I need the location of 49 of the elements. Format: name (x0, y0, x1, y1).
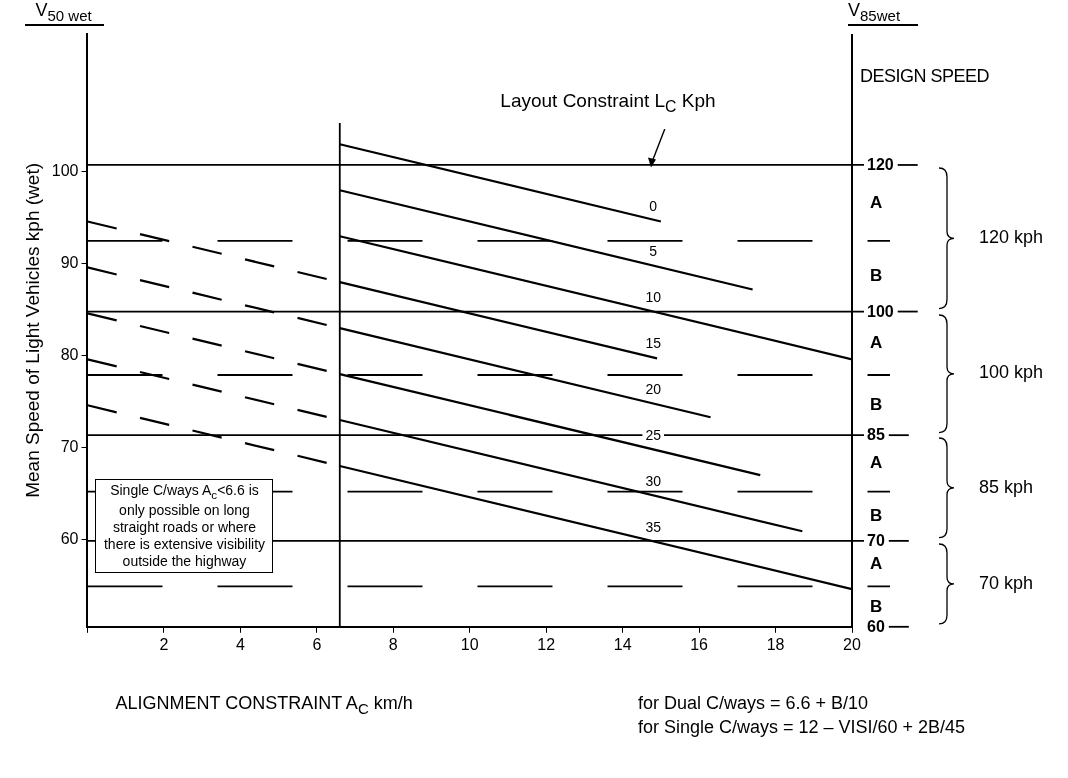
text: 70 kph (979, 572, 1034, 594)
x-axis-title: ALIGNMENT CONSTRAINT A$_{C}$ km/h (115, 692, 413, 717)
text: DESIGN SPEED (860, 66, 990, 87)
text: A (870, 333, 883, 354)
text: 100 kph (979, 362, 1044, 384)
y-tick-label: 90 (60, 254, 79, 272)
x-tick-label: 18 (766, 635, 785, 653)
y-tick-label: 70 (60, 437, 79, 455)
y-tick-label: 60 (60, 529, 79, 547)
text: for Dual C/ways = 6.6 + B/10 (637, 692, 869, 714)
text: B (870, 596, 883, 617)
text: 85 kph (979, 477, 1034, 499)
series-label: 5 (649, 243, 658, 260)
x-tick-label: 2 (159, 635, 169, 653)
text: 85 (867, 425, 885, 446)
legend-title: Layout Constraint L$_{C}$ Kph (500, 90, 716, 117)
x-tick-label: 4 (235, 635, 245, 653)
series-label: 0 (649, 197, 658, 214)
x-tick-label: 14 (613, 635, 632, 653)
series-label: 15 (645, 335, 662, 352)
x-tick-label: 8 (388, 635, 398, 653)
y-tick-label: 100 (51, 162, 79, 180)
text: A (870, 192, 883, 213)
series-label: 10 (645, 289, 662, 306)
text: 70 (867, 530, 885, 551)
x-tick-label: 6 (312, 635, 322, 653)
text: B (870, 266, 883, 287)
x-tick-label: 12 (537, 635, 556, 653)
x-tick-label: 16 (690, 635, 709, 653)
text: A (870, 553, 883, 574)
text: A (870, 453, 883, 474)
text: B (870, 506, 883, 527)
y-axis-title: Mean Speed of Light Vehicles kph (wet) (21, 162, 43, 498)
text: B (870, 395, 883, 416)
text: for Single C/ways = 12 – VISI/60 + 2B/45 (637, 716, 966, 738)
text: 100 (867, 301, 894, 322)
series-label: 30 (645, 473, 662, 490)
y-tick-label: 80 (60, 346, 79, 364)
text: V$_{50 wet}$ (25, 0, 104, 26)
series-label: 35 (645, 519, 662, 536)
text: V$_{85wet}$ (848, 0, 919, 26)
text: 120 (867, 154, 894, 175)
x-tick-label: 20 (843, 635, 861, 653)
series-label: 20 (645, 381, 662, 398)
text: 120 kph (979, 227, 1044, 249)
series-label: 25 (645, 427, 662, 444)
annotation: Single C/ways A$_{c}$<6.6 is only possible on long straight roads or where there is extensive visibility outside the highway (95, 478, 274, 574)
text: 60 (867, 616, 885, 637)
x-tick-label: 10 (460, 635, 479, 653)
